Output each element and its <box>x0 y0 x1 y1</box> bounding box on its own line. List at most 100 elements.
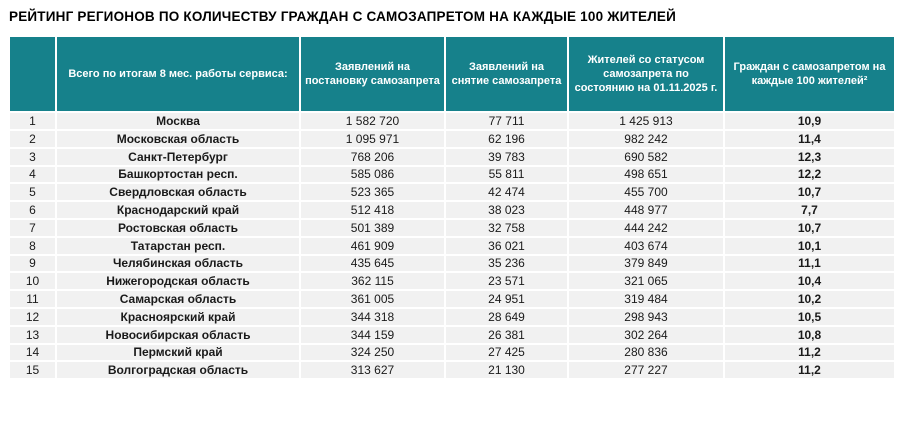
region-name: Красноярский край <box>55 306 301 327</box>
table-row: 3 Санкт-Петербург 768 206 39 783 690 582… <box>8 146 896 167</box>
column-header-per-100: Граждан с самозапретом на каждые 100 жит… <box>723 35 896 114</box>
region-name: Нижегородская область <box>55 271 301 292</box>
region-name: Волгоградская область <box>55 360 301 381</box>
rank-cell: 14 <box>8 342 57 363</box>
applications-removed-value: 27 425 <box>444 342 569 363</box>
residents-status-value: 982 242 <box>567 128 725 149</box>
applications-set-value: 313 627 <box>299 360 446 381</box>
per-100-value: 11,2 <box>723 360 896 381</box>
applications-removed-value: 38 023 <box>444 200 569 220</box>
column-header-region: Всего по итогам 8 мес. работы сервиса: <box>55 35 301 114</box>
residents-status-value: 379 849 <box>567 253 725 274</box>
applications-removed-value: 39 783 <box>444 146 569 167</box>
rank-cell: 6 <box>8 200 57 220</box>
per-100-value: 10,8 <box>723 324 896 345</box>
applications-set-value: 768 206 <box>299 146 446 167</box>
applications-removed-value: 36 021 <box>444 235 569 256</box>
residents-status-value: 298 943 <box>567 306 725 327</box>
applications-removed-value: 32 758 <box>444 217 569 238</box>
applications-removed-value: 21 130 <box>444 360 569 381</box>
table-row: 8 Татарстан респ. 461 909 36 021 403 674… <box>8 235 896 256</box>
rank-cell: 1 <box>8 111 57 131</box>
rank-cell: 9 <box>8 253 57 274</box>
column-header-applications-set: Заявлений на постановку самозапрета <box>299 35 446 114</box>
per-100-value: 7,7 <box>723 200 896 220</box>
page-title: РЕЙТИНГ РЕГИОНОВ ПО КОЛИЧЕСТВУ ГРАЖДАН С… <box>9 9 676 24</box>
per-100-value: 12,2 <box>723 164 896 185</box>
region-name: Московская область <box>55 128 301 149</box>
applications-set-value: 461 909 <box>299 235 446 256</box>
residents-status-value: 277 227 <box>567 360 725 381</box>
residents-status-value: 498 651 <box>567 164 725 185</box>
column-header-applications-removed: Заявлений на снятие самозапрета <box>444 35 569 114</box>
applications-removed-value: 62 196 <box>444 128 569 149</box>
rank-cell: 3 <box>8 146 57 167</box>
region-name: Татарстан респ. <box>55 235 301 256</box>
applications-set-value: 435 645 <box>299 253 446 274</box>
table-header-row: Всего по итогам 8 мес. работы сервиса: З… <box>8 35 896 114</box>
per-100-value: 11,2 <box>723 342 896 363</box>
table-row: 15 Волгоградская область 313 627 21 130 … <box>8 360 896 381</box>
applications-set-value: 362 115 <box>299 271 446 292</box>
applications-removed-value: 23 571 <box>444 271 569 292</box>
residents-status-value: 321 065 <box>567 271 725 292</box>
applications-set-value: 324 250 <box>299 342 446 363</box>
region-name: Башкортостан респ. <box>55 164 301 185</box>
column-header-rank <box>8 35 57 114</box>
per-100-value: 11,4 <box>723 128 896 149</box>
applications-set-value: 501 389 <box>299 217 446 238</box>
table-body: 1 Москва 1 582 720 77 711 1 425 913 10,9… <box>8 111 896 381</box>
region-name: Свердловская область <box>55 182 301 203</box>
residents-status-value: 455 700 <box>567 182 725 203</box>
applications-removed-value: 42 474 <box>444 182 569 203</box>
residents-status-value: 448 977 <box>567 200 725 220</box>
residents-status-value: 302 264 <box>567 324 725 345</box>
rank-cell: 11 <box>8 289 57 309</box>
applications-set-value: 344 318 <box>299 306 446 327</box>
table-row: 1 Москва 1 582 720 77 711 1 425 913 10,9 <box>8 111 896 131</box>
per-100-value: 10,7 <box>723 182 896 203</box>
applications-removed-value: 77 711 <box>444 111 569 131</box>
per-100-value: 12,3 <box>723 146 896 167</box>
residents-status-value: 280 836 <box>567 342 725 363</box>
table-row: 5 Свердловская область 523 365 42 474 45… <box>8 182 896 203</box>
region-name: Краснодарский край <box>55 200 301 220</box>
residents-status-value: 444 242 <box>567 217 725 238</box>
table-row: 9 Челябинская область 435 645 35 236 379… <box>8 253 896 274</box>
table-row: 7 Ростовская область 501 389 32 758 444 … <box>8 217 896 238</box>
regions-table: Всего по итогам 8 мес. работы сервиса: З… <box>8 35 896 381</box>
table-row: 2 Московская область 1 095 971 62 196 98… <box>8 128 896 149</box>
residents-status-value: 690 582 <box>567 146 725 167</box>
applications-set-value: 361 005 <box>299 289 446 309</box>
region-name: Новосибирская область <box>55 324 301 345</box>
table-row: 14 Пермский край 324 250 27 425 280 836 … <box>8 342 896 363</box>
applications-set-value: 1 095 971 <box>299 128 446 149</box>
applications-removed-value: 55 811 <box>444 164 569 185</box>
per-100-value: 11,1 <box>723 253 896 274</box>
rank-cell: 4 <box>8 164 57 185</box>
per-100-value: 10,2 <box>723 289 896 309</box>
region-name: Пермский край <box>55 342 301 363</box>
applications-removed-value: 28 649 <box>444 306 569 327</box>
applications-set-value: 585 086 <box>299 164 446 185</box>
column-header-residents-status: Жителей со статусом самозапрета по состо… <box>567 35 725 114</box>
rank-cell: 12 <box>8 306 57 327</box>
applications-set-value: 512 418 <box>299 200 446 220</box>
table-row: 6 Краснодарский край 512 418 38 023 448 … <box>8 200 896 220</box>
residents-status-value: 1 425 913 <box>567 111 725 131</box>
applications-set-value: 1 582 720 <box>299 111 446 131</box>
per-100-value: 10,4 <box>723 271 896 292</box>
rank-cell: 8 <box>8 235 57 256</box>
applications-set-value: 523 365 <box>299 182 446 203</box>
applications-removed-value: 26 381 <box>444 324 569 345</box>
table-row: 12 Красноярский край 344 318 28 649 298 … <box>8 306 896 327</box>
table-row: 10 Нижегородская область 362 115 23 571 … <box>8 271 896 292</box>
table-row: 4 Башкортостан респ. 585 086 55 811 498 … <box>8 164 896 185</box>
region-name: Ростовская область <box>55 217 301 238</box>
rank-cell: 10 <box>8 271 57 292</box>
rank-cell: 2 <box>8 128 57 149</box>
region-name: Санкт-Петербург <box>55 146 301 167</box>
applications-removed-value: 24 951 <box>444 289 569 309</box>
rank-cell: 13 <box>8 324 57 345</box>
